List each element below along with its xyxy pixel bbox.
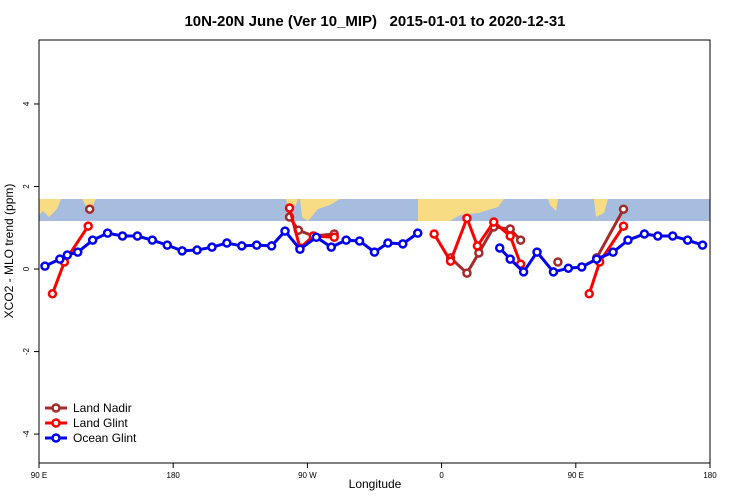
legend-marker — [51, 403, 61, 413]
point — [222, 238, 232, 248]
point — [192, 245, 202, 255]
point — [445, 256, 456, 266]
point — [329, 232, 339, 243]
point — [311, 232, 322, 243]
point — [354, 236, 365, 246]
point — [608, 247, 618, 257]
point — [518, 267, 529, 277]
point — [84, 204, 95, 214]
point — [398, 239, 408, 249]
x-tick-label: 90 E — [31, 471, 47, 480]
point — [237, 241, 247, 251]
point — [55, 254, 65, 264]
point — [618, 204, 629, 214]
point — [295, 244, 305, 254]
legend-label: Land Nadir — [73, 401, 132, 415]
x-tick-label: 0 — [439, 471, 444, 480]
legend-marker — [51, 433, 61, 443]
point — [495, 243, 505, 253]
plot-frame — [38, 39, 711, 464]
point — [618, 221, 629, 231]
legend-marker — [51, 418, 61, 428]
y-tick-label: -2 — [22, 347, 31, 355]
point — [532, 247, 542, 257]
map-strip — [39, 199, 710, 221]
point — [682, 235, 693, 245]
x-tick-label: 180 — [703, 471, 717, 480]
x-axis-label: Longitude — [349, 477, 402, 491]
point — [591, 254, 602, 264]
point — [667, 231, 678, 241]
point — [117, 231, 128, 241]
legend-label: Land Glint — [73, 416, 128, 430]
point — [462, 213, 472, 224]
point — [47, 289, 58, 299]
point — [429, 229, 439, 239]
point — [266, 241, 277, 251]
point — [505, 254, 515, 264]
point — [73, 247, 83, 257]
point — [147, 235, 158, 245]
point — [207, 242, 217, 252]
point — [553, 257, 563, 267]
y-tick-label: 4 — [22, 101, 31, 106]
point — [280, 226, 290, 236]
point — [162, 240, 172, 250]
y-tick-label: 2 — [22, 184, 31, 189]
x-tick-label: 90 W — [298, 471, 317, 480]
point — [653, 231, 663, 241]
point — [639, 229, 650, 239]
point — [40, 261, 50, 271]
point — [177, 246, 187, 256]
y-tick-label: 0 — [22, 266, 31, 271]
point — [472, 241, 483, 251]
point — [369, 247, 380, 257]
point — [548, 267, 559, 277]
point — [102, 228, 113, 238]
point — [62, 250, 73, 260]
y-tick-label: -4 — [22, 430, 31, 438]
point — [697, 240, 708, 250]
point — [563, 263, 574, 273]
x-tick-label: 180 — [167, 471, 181, 480]
point — [515, 235, 526, 245]
point — [326, 242, 337, 252]
point — [83, 221, 93, 231]
point — [623, 235, 633, 245]
point — [341, 235, 351, 245]
point — [489, 217, 499, 227]
point — [383, 238, 393, 248]
point — [462, 268, 472, 278]
legend-label: Ocean Glint — [73, 431, 137, 445]
x-tick-label: 90 E — [568, 471, 584, 480]
point — [577, 262, 587, 272]
point — [284, 203, 295, 213]
point — [584, 289, 594, 299]
point — [132, 231, 143, 241]
point — [251, 240, 262, 250]
point — [505, 231, 515, 241]
point — [412, 228, 423, 238]
y-axis-label: XCO2 - MLO trend (ppm) — [2, 184, 16, 319]
point — [87, 235, 98, 245]
chart-title: 10N-20N June (Ver 10_MIP) 2015-01-01 to … — [184, 13, 565, 30]
